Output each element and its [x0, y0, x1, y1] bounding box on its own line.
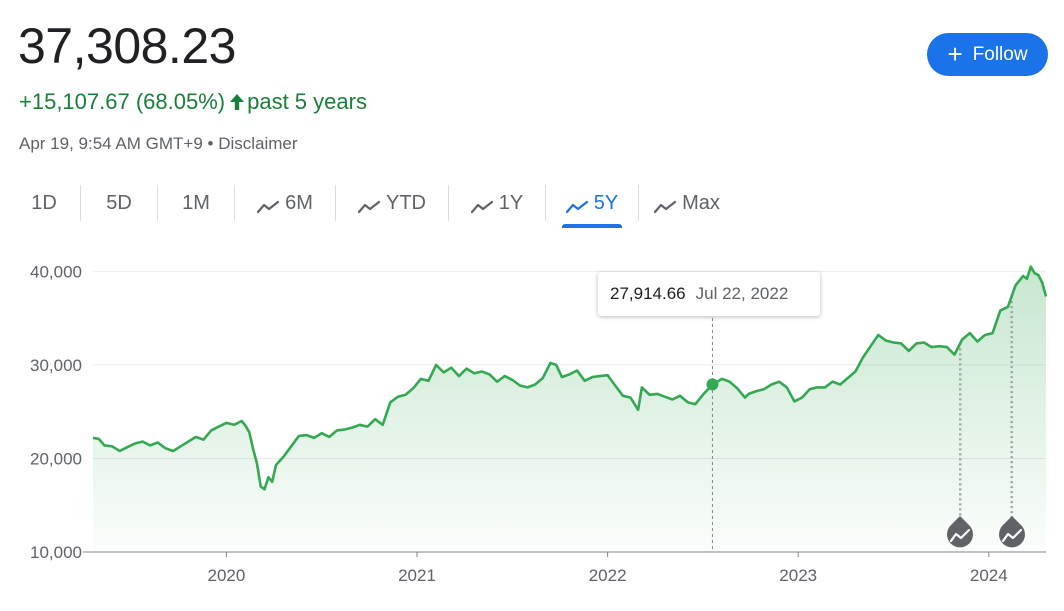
range-tabs: 1D 5D 1M 6M YTD 1Y 5Y Max [8, 182, 735, 228]
tab-1y[interactable]: 1Y [449, 182, 545, 228]
tab-6m[interactable]: 6M [235, 182, 335, 228]
current-price: 37,308.23 [18, 18, 236, 74]
trend-icon [357, 197, 381, 220]
meta-separator: • [207, 134, 214, 153]
tab-ytd[interactable]: YTD [336, 182, 448, 228]
tab-max[interactable]: Max [639, 182, 735, 228]
news-marker-icon[interactable] [995, 515, 1029, 551]
price-line [92, 265, 1048, 491]
arrow-up-icon [229, 90, 245, 118]
y-tick-label: 20,000 [30, 449, 82, 468]
trend-icon [470, 197, 493, 220]
tab-label: 1Y [498, 192, 524, 214]
follow-label: Follow [972, 43, 1028, 65]
x-tick-label: 2020 [208, 566, 246, 585]
change-value: +15,107.67 (68.05%) [19, 89, 226, 114]
tab-divider [335, 185, 336, 221]
price-area [93, 266, 1046, 552]
follow-button[interactable]: + Follow [927, 33, 1048, 76]
tab-5y[interactable]: 5Y [562, 182, 622, 228]
tab-divider [80, 185, 81, 221]
tooltip-date: Jul 22, 2022 [695, 284, 789, 303]
hover-tooltip: 27,914.66 Jul 22, 2022 [598, 272, 820, 316]
tab-1d[interactable]: 1D [8, 182, 80, 228]
trend-icon [565, 197, 588, 220]
tab-divider [157, 185, 158, 221]
tab-divider [545, 185, 546, 221]
tab-label: 1D [31, 192, 57, 214]
tab-label: 1M [182, 192, 210, 214]
tab-divider [234, 185, 235, 221]
y-tick-label: 10,000 [30, 543, 82, 562]
trend-icon [653, 197, 677, 220]
tab-5d[interactable]: 5D [81, 182, 157, 228]
tab-divider [638, 185, 639, 221]
trend-icon [256, 197, 280, 220]
tab-label: 5Y [593, 192, 619, 214]
plus-icon: + [947, 38, 963, 69]
tab-label: YTD [386, 192, 426, 214]
price-meta: Apr 19, 9:54 AM GMT+9 • Disclaimer [19, 133, 298, 155]
tooltip-value: 27,914.66 [610, 284, 686, 303]
y-tick-label: 40,000 [30, 262, 82, 281]
y-tick-label: 30,000 [30, 356, 82, 375]
x-tick-label: 2024 [970, 566, 1008, 585]
tab-1m[interactable]: 1M [158, 182, 234, 228]
tab-label: 5D [106, 192, 132, 214]
tab-label: Max [682, 192, 720, 214]
news-marker-icon[interactable] [943, 515, 977, 551]
tab-label: 6M [285, 192, 313, 214]
x-tick-label: 2021 [398, 566, 436, 585]
x-tick-label: 2022 [589, 566, 627, 585]
tab-divider [448, 185, 449, 221]
disclaimer-link[interactable]: Disclaimer [218, 134, 298, 153]
hover-dot [706, 378, 719, 391]
timestamp: Apr 19, 9:54 AM GMT+9 [19, 134, 203, 153]
price-change: +15,107.67 (68.05%) past 5 years [19, 88, 367, 118]
x-tick-label: 2023 [779, 566, 817, 585]
change-period: past 5 years [247, 89, 367, 114]
